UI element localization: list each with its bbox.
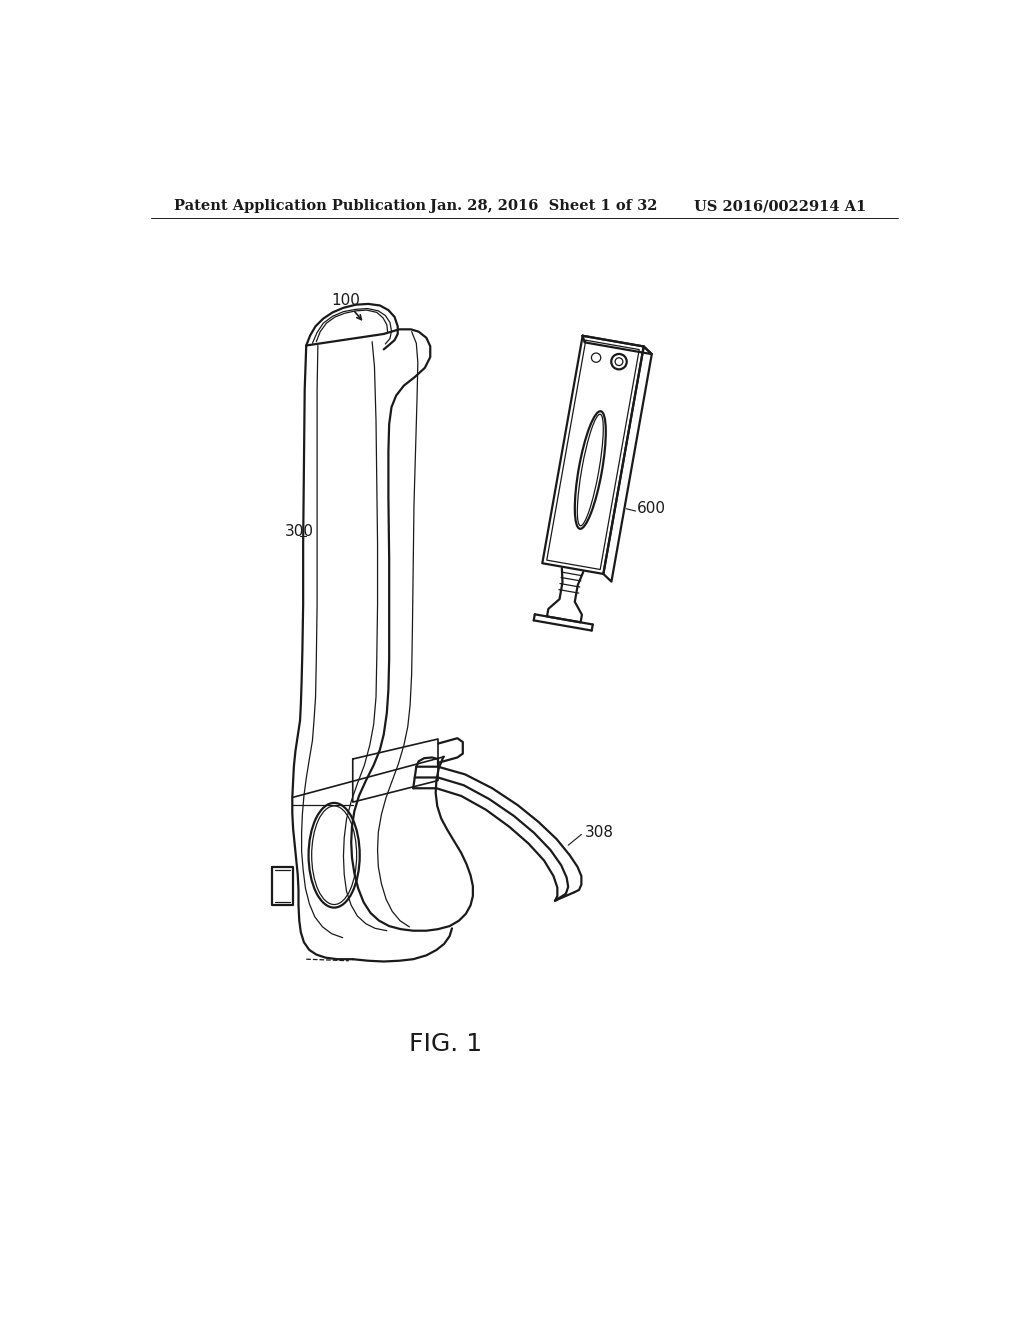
Text: Jan. 28, 2016  Sheet 1 of 32: Jan. 28, 2016 Sheet 1 of 32 [430, 199, 657, 213]
Text: 308: 308 [586, 825, 614, 840]
Text: 100: 100 [331, 293, 359, 309]
Text: Patent Application Publication: Patent Application Publication [174, 199, 427, 213]
Text: 600: 600 [637, 502, 667, 516]
Text: 300: 300 [285, 524, 313, 540]
Text: FIG. 1: FIG. 1 [410, 1032, 482, 1056]
Text: US 2016/0022914 A1: US 2016/0022914 A1 [693, 199, 866, 213]
